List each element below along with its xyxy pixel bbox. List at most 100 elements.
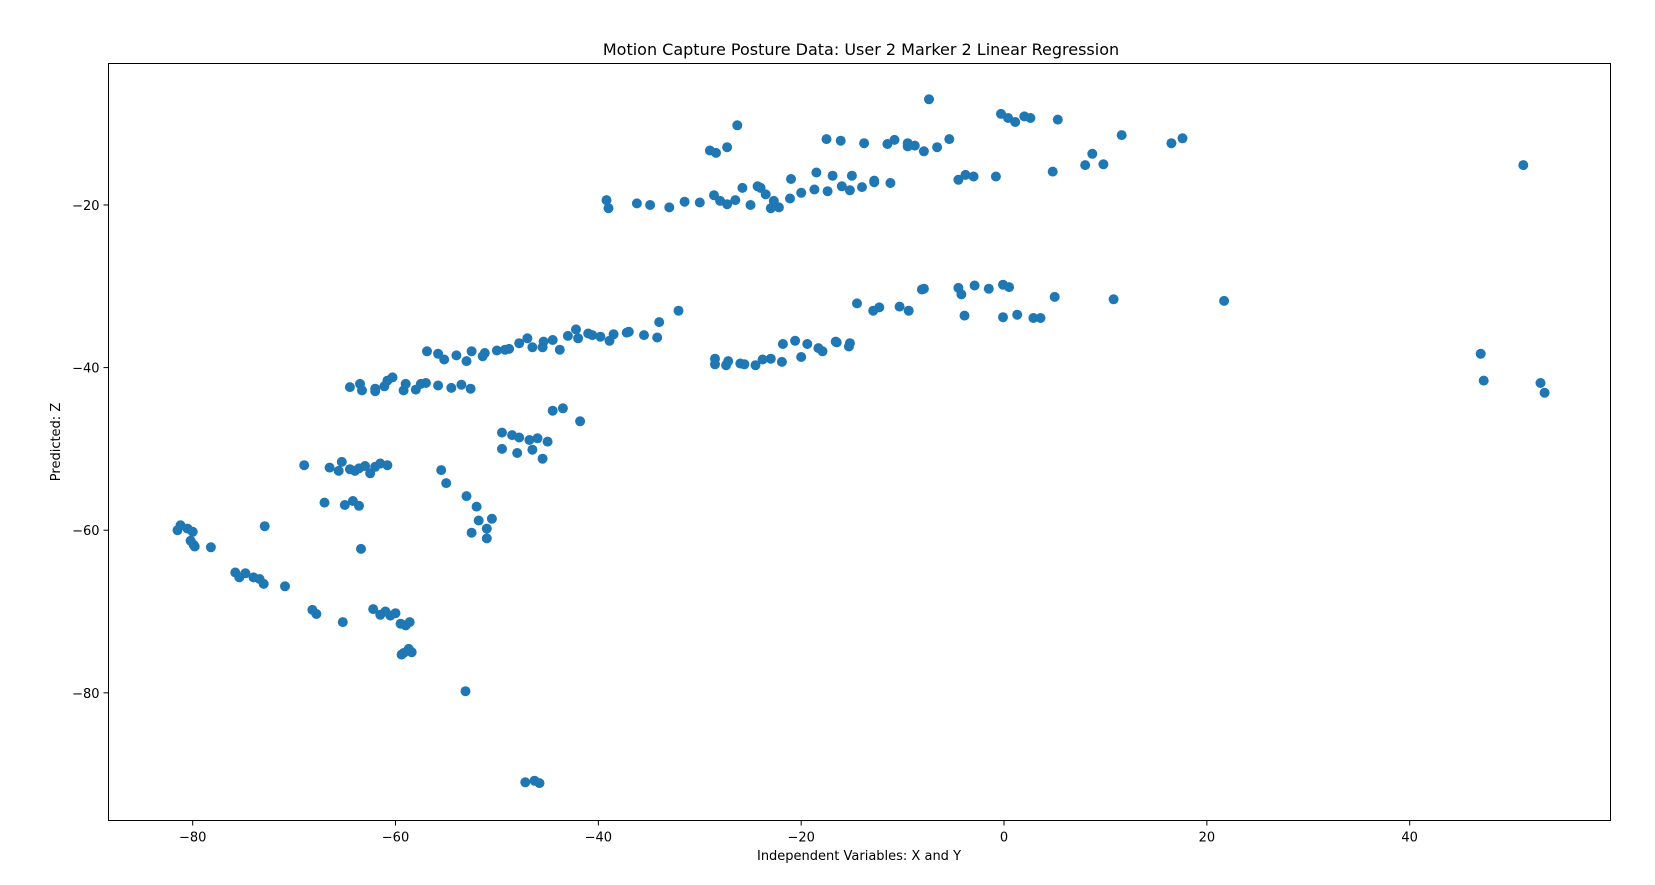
data-point — [433, 380, 444, 391]
data-point — [796, 187, 807, 198]
data-point — [732, 120, 743, 131]
data-point — [486, 513, 497, 524]
data-point — [639, 330, 649, 341]
data-point — [537, 342, 548, 353]
data-point — [471, 501, 482, 512]
data-point — [722, 199, 733, 210]
data-point — [404, 617, 415, 628]
y-tick-label: −20 — [72, 199, 99, 214]
data-point — [924, 94, 934, 105]
data-point — [387, 372, 398, 383]
data-point — [571, 324, 581, 335]
x-tick-label: −60 — [382, 831, 409, 846]
data-point — [894, 301, 905, 312]
data-points — [172, 94, 1550, 789]
data-point — [465, 383, 476, 394]
data-point — [768, 195, 779, 206]
data-point — [497, 427, 507, 438]
data-point — [534, 778, 545, 789]
data-point — [765, 353, 776, 364]
data-point — [537, 453, 548, 464]
data-point — [319, 497, 330, 508]
data-point — [785, 193, 795, 204]
data-point — [481, 533, 492, 544]
data-point — [527, 444, 538, 455]
data-point — [694, 197, 705, 208]
data-point — [903, 305, 914, 316]
data-point — [1080, 160, 1091, 171]
data-point — [524, 435, 535, 445]
data-point — [1219, 295, 1230, 306]
x-axis-label: Independent Variables: X and Y — [757, 849, 961, 864]
data-point — [968, 171, 979, 182]
data-point — [456, 379, 467, 390]
data-point — [745, 200, 756, 210]
data-point — [730, 195, 741, 206]
data-point — [722, 142, 733, 153]
data-point — [757, 354, 768, 365]
data-point — [491, 345, 502, 356]
data-point — [983, 283, 994, 294]
data-point — [1012, 309, 1023, 320]
data-point — [441, 478, 452, 489]
data-point — [205, 542, 216, 553]
data-point — [337, 617, 348, 628]
data-point — [542, 436, 553, 447]
data-point — [1116, 130, 1127, 141]
data-point — [410, 384, 421, 395]
data-point — [1475, 348, 1486, 359]
data-point — [532, 433, 543, 444]
data-point — [679, 196, 690, 207]
data-point — [356, 543, 366, 554]
data-point — [750, 360, 761, 371]
data-point — [844, 185, 855, 196]
data-point — [422, 346, 432, 357]
data-point — [755, 182, 766, 193]
data-point — [827, 170, 838, 181]
data-point — [355, 378, 365, 389]
data-point — [1035, 313, 1046, 323]
data-point — [562, 330, 573, 341]
data-point — [790, 335, 801, 346]
data-point — [1004, 282, 1015, 293]
data-point — [547, 335, 558, 345]
data-point — [420, 378, 431, 388]
data-point — [836, 181, 847, 192]
data-point — [360, 461, 371, 471]
data-point — [959, 310, 970, 321]
data-point — [843, 341, 854, 352]
data-point — [527, 342, 538, 353]
x-tick-label: 40 — [1401, 831, 1418, 846]
data-point — [379, 381, 390, 392]
data-point — [1025, 113, 1036, 123]
x-tick-label: 0 — [1000, 831, 1008, 846]
data-point — [846, 170, 857, 181]
y-axis-label: Predicted: Z — [49, 403, 64, 482]
data-point — [477, 351, 488, 362]
data-point — [446, 382, 457, 393]
data-point — [822, 186, 833, 197]
data-point — [809, 184, 820, 195]
data-point — [522, 333, 533, 344]
data-point — [835, 135, 846, 146]
data-point — [631, 198, 642, 209]
data-point — [1535, 378, 1546, 388]
data-point — [960, 169, 971, 180]
data-point — [723, 356, 734, 367]
data-point — [512, 448, 523, 458]
data-point — [336, 456, 347, 467]
data-point — [604, 335, 615, 346]
data-point — [944, 134, 955, 145]
data-point — [481, 523, 492, 534]
data-point — [595, 331, 606, 342]
data-point — [737, 182, 748, 193]
data-point — [885, 178, 896, 188]
data-point — [1177, 133, 1188, 144]
data-point — [664, 202, 675, 213]
data-point — [852, 298, 862, 309]
data-point — [710, 359, 720, 370]
chart-title: Motion Capture Posture Data: User 2 Mark… — [603, 40, 1119, 59]
data-point — [436, 465, 447, 476]
data-point — [802, 339, 813, 349]
